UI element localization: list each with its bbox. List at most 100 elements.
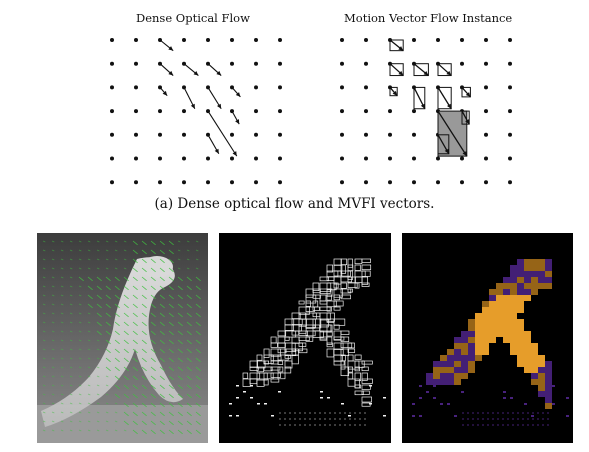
grid-dot — [254, 85, 258, 90]
mvfi-outline-box — [284, 318, 295, 326]
flow-vector — [159, 312, 165, 318]
mvfi-outline-box — [284, 366, 292, 374]
flow-vector — [87, 276, 93, 282]
flow-vector — [195, 303, 201, 309]
heat-cell — [510, 289, 517, 295]
grid-dot — [158, 132, 162, 137]
flow-vector — [42, 366, 46, 369]
mvfi-outline-box — [312, 318, 322, 329]
mvfi-outline-box — [369, 403, 372, 405]
grid-dot — [134, 38, 138, 42]
flow-vector — [159, 429, 165, 435]
flow-vector — [42, 348, 46, 351]
heat-cell — [545, 361, 552, 367]
mvfi-outline-box — [333, 282, 339, 289]
flow-vector — [195, 393, 201, 399]
grid-dot — [340, 61, 344, 66]
grid-dot — [278, 180, 282, 185]
grid-dot — [110, 85, 114, 90]
heat-cell — [461, 391, 464, 393]
flow-vector — [69, 303, 73, 306]
flow-vector — [123, 321, 129, 327]
flow-vector — [60, 429, 64, 432]
flow-vector — [78, 267, 82, 270]
flow-vector — [114, 249, 118, 252]
flow-vector — [177, 267, 181, 270]
heat-cell — [489, 313, 496, 319]
flow-vector — [186, 384, 192, 390]
mvfi-box — [389, 86, 398, 97]
flow-vector — [42, 393, 46, 396]
flow-vector — [105, 249, 109, 252]
flow-vector — [60, 420, 64, 423]
flow-vector — [96, 330, 102, 336]
heat-cell — [552, 385, 555, 387]
flow-vector — [123, 357, 129, 363]
flow-vector — [177, 411, 183, 417]
mvfi-outline-image — [229, 258, 386, 426]
heat-cell — [461, 373, 468, 379]
flow-vector — [51, 294, 55, 297]
flow-vector — [105, 267, 109, 270]
heat-cell — [531, 349, 538, 355]
flow-vector — [150, 312, 156, 318]
flow-vector — [114, 411, 118, 414]
flow-vector — [186, 303, 192, 309]
flow-vector — [114, 303, 120, 309]
flow-vector — [123, 384, 129, 390]
heat-cell — [510, 343, 517, 349]
heat-cell — [412, 403, 415, 405]
heat-cell — [461, 337, 468, 343]
flow-vector — [87, 312, 91, 315]
flow-vector — [123, 285, 129, 291]
flow-vector — [114, 402, 118, 405]
flow-vector — [51, 258, 55, 261]
flow-vector — [141, 258, 147, 264]
flow-vector — [105, 312, 111, 318]
heat-cell — [426, 379, 433, 385]
flow-vector — [114, 258, 118, 261]
flow-vector — [60, 330, 64, 333]
heat-cell — [496, 301, 503, 307]
flow-vector — [141, 276, 147, 282]
grid-dot — [278, 132, 282, 137]
heat-cell — [496, 325, 503, 331]
mvfi-outline-box — [347, 282, 358, 288]
flow-vector — [150, 267, 156, 273]
grid-dot — [508, 61, 512, 66]
mvfi-outline-box — [298, 300, 305, 305]
grid-dot — [340, 180, 344, 185]
heat-cell — [531, 415, 534, 417]
mvfi-outline-box — [327, 397, 330, 399]
heat-cell — [433, 379, 440, 385]
mvfi-outline-box — [284, 360, 293, 369]
flow-vector — [195, 384, 201, 390]
grid-dot — [110, 180, 114, 185]
mvfi-outline-box — [361, 390, 370, 395]
flow-vector — [96, 294, 102, 300]
mvfi-outline-box — [229, 415, 232, 417]
flow-vector — [123, 303, 129, 309]
flow-vector — [114, 339, 120, 345]
grid-dot — [134, 180, 138, 185]
heat-cell — [517, 319, 524, 325]
heat-cell — [503, 289, 510, 295]
heat-cell — [454, 415, 457, 417]
mvfi-box — [461, 110, 470, 125]
flow-vector — [123, 420, 129, 426]
heat-cell — [510, 307, 517, 313]
flow-vector — [186, 402, 192, 408]
grid-dot — [110, 38, 114, 42]
flow-vector — [168, 375, 174, 381]
flow-vector — [132, 384, 138, 390]
mvfi-outline-box — [270, 378, 280, 383]
flow-vector — [159, 249, 165, 255]
flow-vector — [186, 429, 192, 435]
flow-vector — [123, 249, 127, 252]
flow-vector — [186, 312, 192, 318]
flow-vector — [132, 312, 138, 318]
heat-cell — [531, 379, 538, 385]
heat-cell — [426, 391, 429, 393]
mvfi-outline-box — [312, 300, 319, 308]
flow-vector — [42, 429, 46, 432]
